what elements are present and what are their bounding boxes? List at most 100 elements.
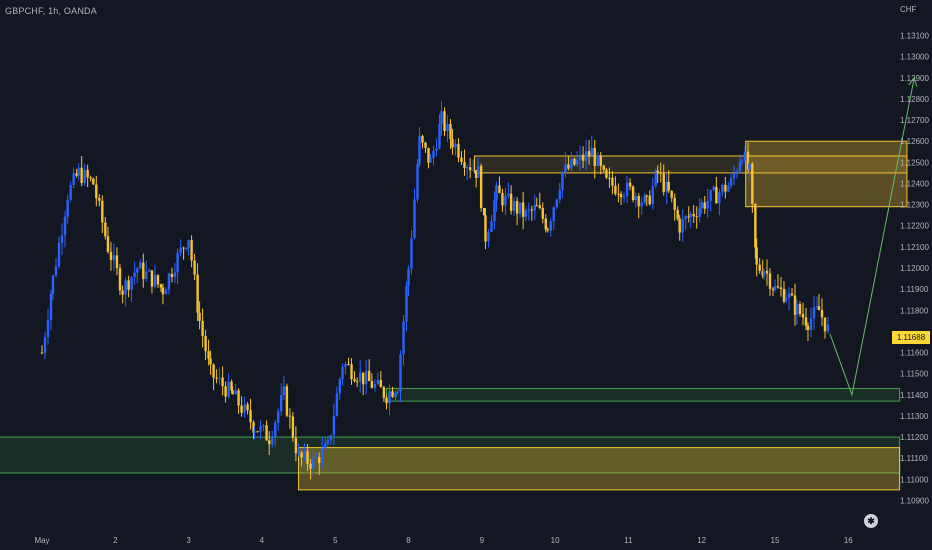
candle-body (207, 351, 210, 359)
candle-body (112, 255, 116, 260)
projection-arrow (829, 76, 918, 397)
candle-body (735, 171, 739, 175)
price-tick-label: 1.10900 (900, 496, 929, 505)
candle-body (224, 386, 227, 397)
candle-body (413, 199, 416, 239)
candle-body (92, 178, 95, 185)
candle-body (150, 270, 154, 287)
candle-body (567, 164, 570, 169)
candle-body (495, 185, 498, 201)
symbol-title[interactable]: GBPCHF, 1h, OANDA (5, 6, 97, 16)
candle-body (243, 404, 246, 413)
candle-body (396, 391, 399, 393)
candle-body (338, 379, 342, 394)
candle-body (724, 184, 727, 192)
candle-body (538, 205, 541, 208)
candle-body (468, 167, 472, 171)
candle-body (54, 266, 58, 276)
candle-body (754, 203, 757, 248)
candle-body (370, 380, 374, 388)
candle-body (148, 270, 151, 272)
candle-body (787, 293, 791, 298)
candle-body (765, 270, 769, 274)
candle-body (391, 391, 394, 397)
candle-body (136, 268, 139, 273)
currency-label[interactable]: CHF (900, 5, 917, 14)
candle-body (382, 387, 386, 398)
candle-body (743, 151, 747, 161)
candle-body (309, 463, 312, 469)
candle-body (703, 202, 706, 209)
candle-body (465, 167, 469, 169)
candle-body (204, 336, 207, 352)
candle-body (159, 284, 163, 288)
candle-body (596, 155, 599, 166)
candle-body (605, 169, 608, 178)
candle-body (221, 377, 224, 387)
candle-body (782, 288, 786, 302)
price-tick-label: 1.11100 (900, 454, 928, 463)
candle-body (738, 162, 742, 172)
candle-body (773, 286, 777, 291)
candle-body (549, 221, 552, 231)
candle-body (625, 182, 629, 197)
candle-body (570, 158, 573, 169)
candle-body (201, 320, 204, 337)
price-tick-label: 1.12500 (900, 158, 929, 167)
candle-body (193, 260, 196, 275)
candle-body (817, 306, 821, 311)
tradingview-logo-icon[interactable]: ✱ (864, 514, 878, 528)
time-tick-label: 10 (551, 536, 560, 545)
candle-body (350, 364, 353, 380)
candle-body (376, 380, 380, 384)
candle-body (418, 135, 421, 165)
candle-body (454, 143, 457, 148)
candle-body (321, 448, 324, 464)
candle-body (755, 247, 758, 265)
candle-body (640, 202, 643, 207)
candle-body (729, 178, 733, 186)
candle-body (57, 242, 61, 267)
time-tick-label: 9 (480, 536, 485, 545)
price-tick-label: 1.11300 (900, 412, 929, 421)
candle-body (364, 370, 368, 385)
candle-body (793, 295, 797, 315)
candles-layer (40, 101, 830, 480)
candle-body (303, 451, 306, 458)
candle-body (471, 170, 475, 172)
candle-body (280, 395, 283, 412)
zone-demand (386, 387, 901, 402)
candle-body (329, 435, 333, 441)
candle-body (77, 167, 80, 176)
candle-body (530, 209, 533, 211)
time-axis: May 2 3 4 5 8 9 10 11 12 15 16 (34, 536, 853, 545)
candle-body (212, 364, 215, 378)
candle-body (347, 363, 350, 365)
candle-body (69, 185, 72, 200)
candle-body (776, 286, 780, 288)
candle-body (768, 273, 772, 289)
candle-body (373, 383, 377, 388)
candle-body (578, 154, 582, 160)
candle-body (291, 416, 295, 438)
candle-body (176, 252, 179, 273)
candle-body (662, 173, 665, 193)
candle-body (326, 440, 330, 444)
candle-body (145, 271, 148, 279)
time-tick-label: May (34, 536, 49, 545)
candle-body (60, 235, 64, 243)
candle-body (209, 358, 212, 365)
price-tick-label: 1.11000 (900, 475, 929, 484)
candle-body (826, 324, 830, 332)
candle-body (457, 143, 460, 158)
candle-body (234, 390, 237, 395)
candle-body (561, 172, 564, 191)
candle-body (648, 195, 651, 205)
candle-body (507, 193, 510, 196)
candle-body (306, 451, 309, 464)
candle-body (656, 170, 659, 173)
candle-body (432, 150, 435, 159)
candle-body (294, 437, 298, 454)
